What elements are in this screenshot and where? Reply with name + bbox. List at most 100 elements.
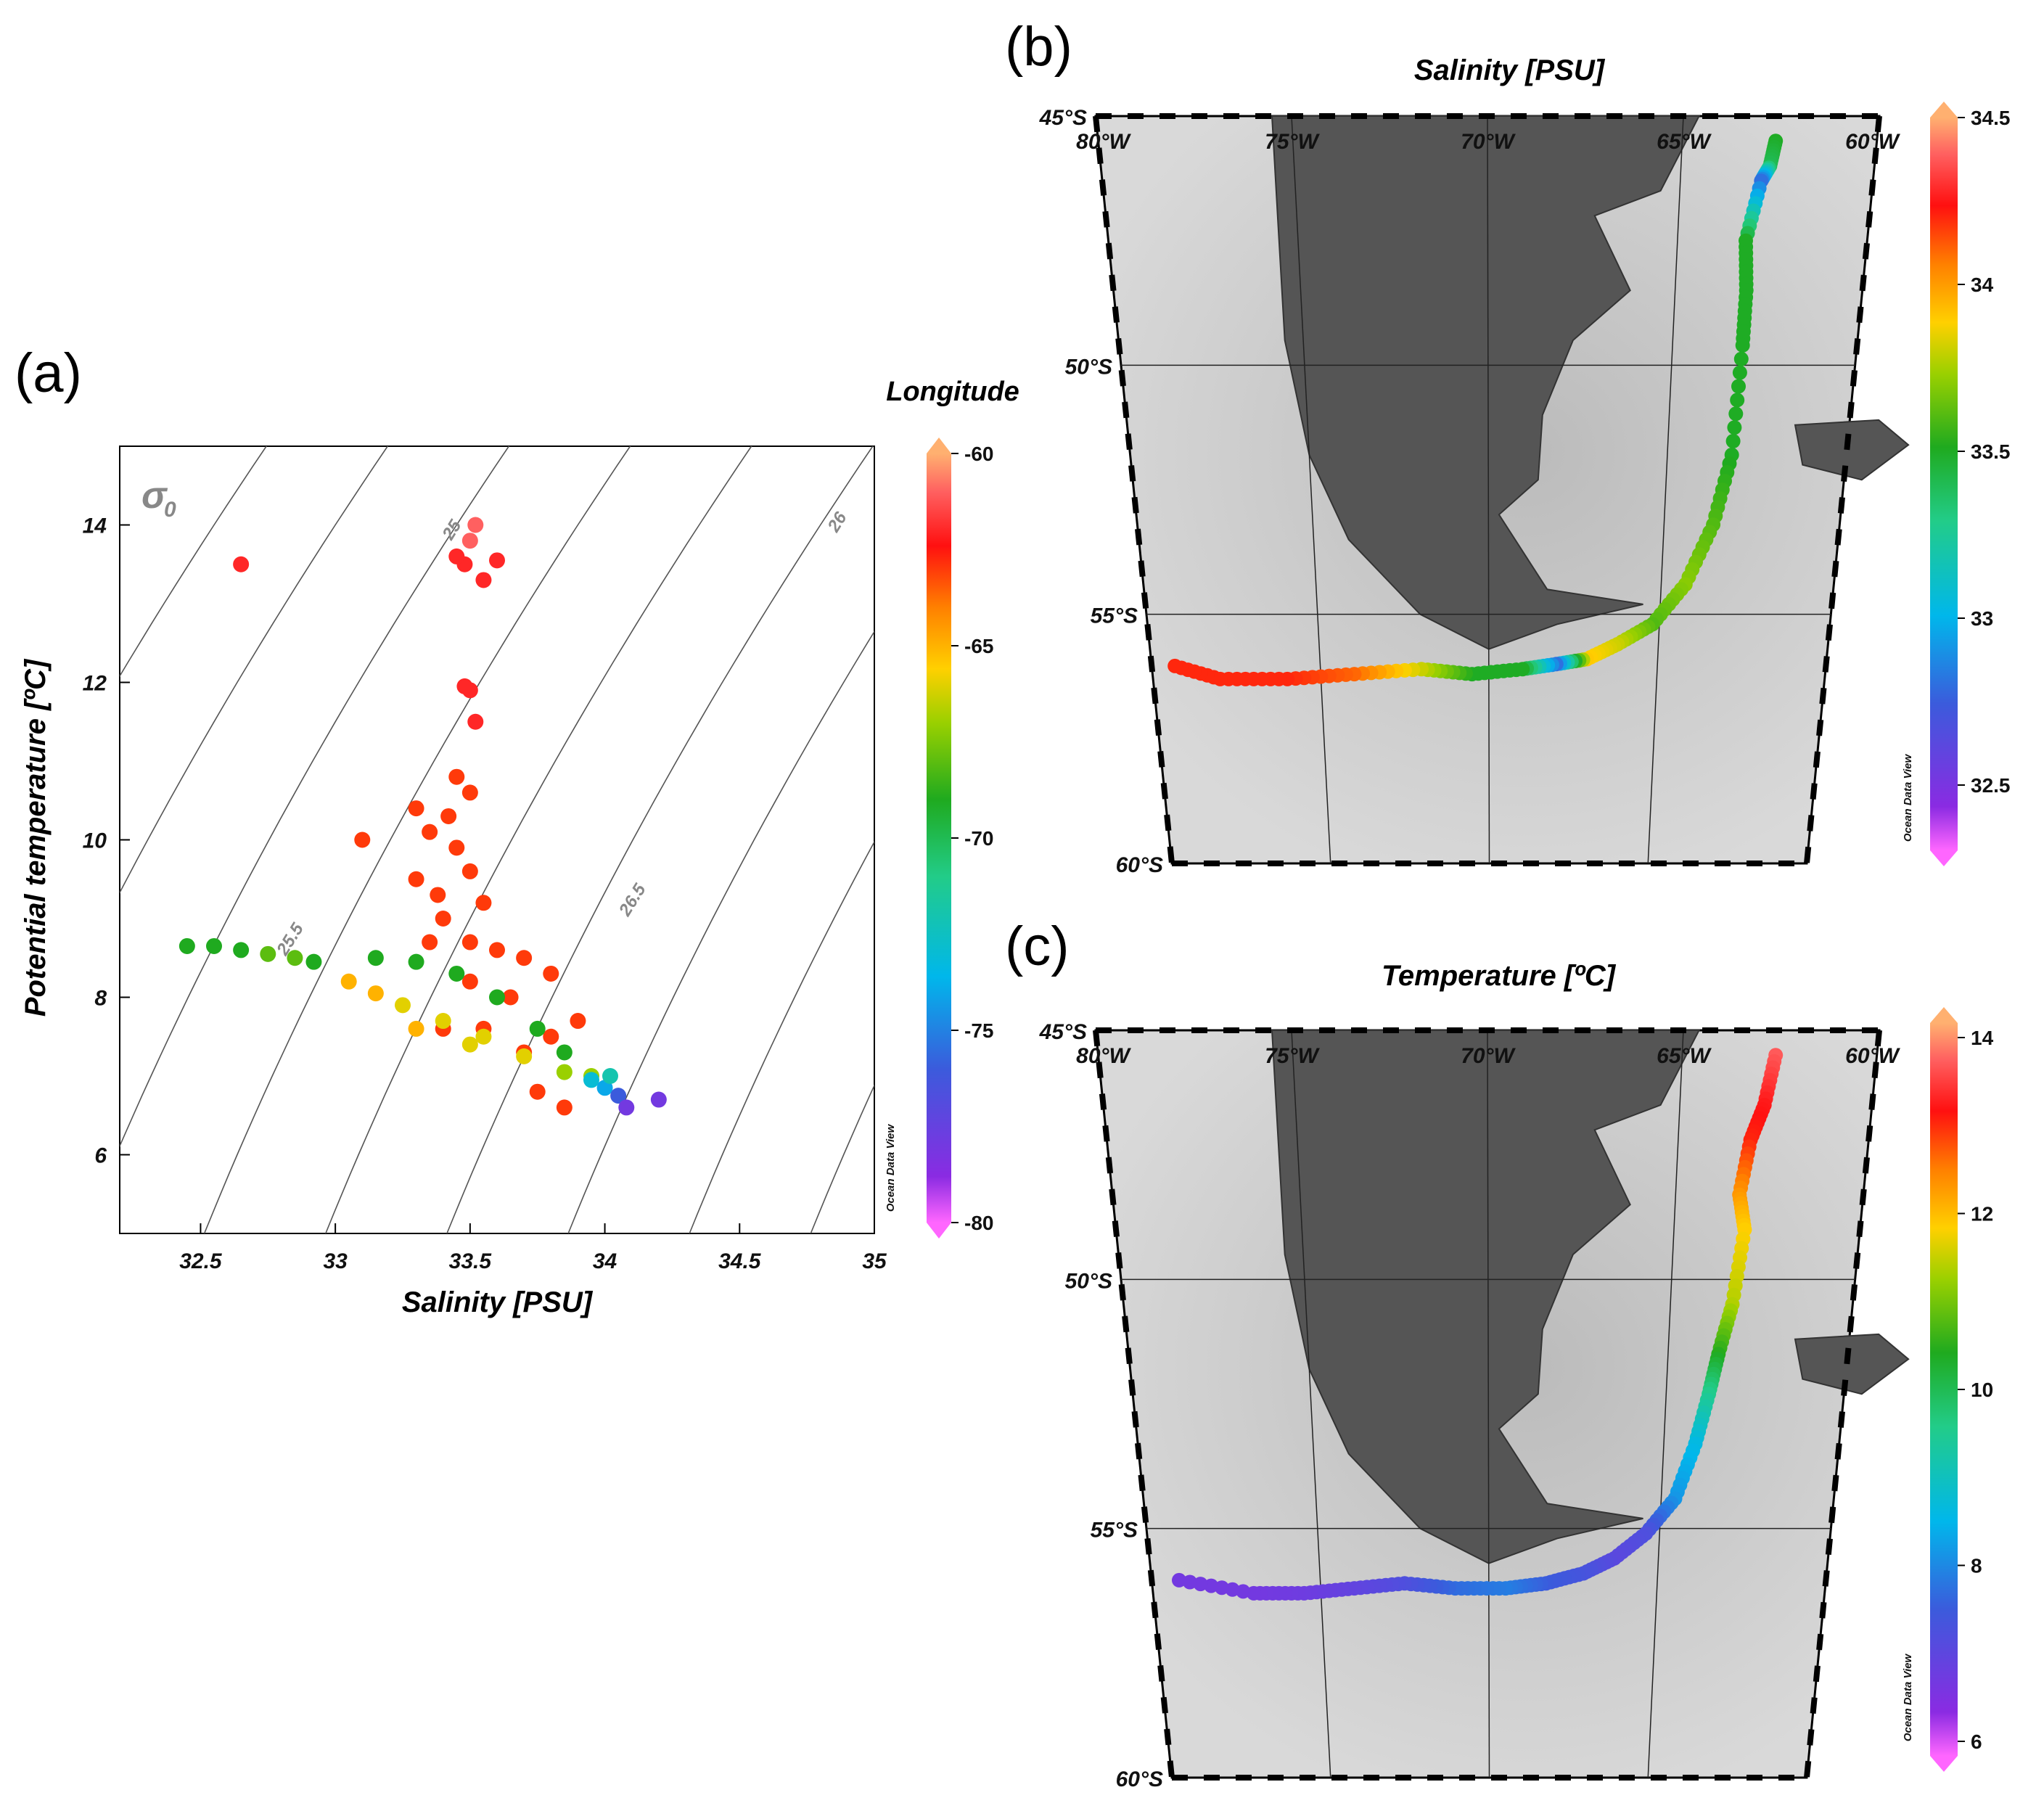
scatter-point [408, 953, 424, 970]
map-lat-label: 60°S [1116, 853, 1163, 877]
ts-x-axis-label: Salinity [PSU] [402, 1286, 594, 1318]
land-patagonia [1271, 115, 1701, 650]
salinity-colorbar-top-arrow [1930, 102, 1958, 118]
scatter-point [502, 989, 519, 1006]
scatter-point [543, 1028, 559, 1045]
track-point [1725, 434, 1741, 448]
isopycnal-lines [120, 446, 874, 1233]
isopycnal-line [446, 446, 874, 1233]
graticule-lon-line [1291, 1030, 1331, 1778]
map-lon-label: 60°W [1845, 1044, 1900, 1068]
map-lon-label: 70°W [1461, 1044, 1516, 1068]
scatter-point [610, 1088, 627, 1104]
longitude-colorbar-bottom-arrow [927, 1223, 951, 1239]
colorbar-tick-label: -80 [964, 1212, 993, 1234]
panel-label-a: (a) [15, 342, 82, 404]
colorbar-tick-label: -70 [964, 827, 993, 850]
colorbar-tick-label: -60 [964, 443, 993, 465]
colorbar-tick-label: -65 [964, 635, 993, 657]
isopycnal-line [810, 1084, 874, 1233]
sigma-label: σ [141, 475, 168, 517]
temperature-colorbar-top-arrow [1930, 1007, 1958, 1023]
map-lat-label: 45°S [1039, 1020, 1087, 1044]
map-lon-label: 65°W [1657, 130, 1712, 154]
map-lon-label: 70°W [1461, 130, 1516, 154]
ts-axis-ticks: 32.5 33 33.5 34 34.5 35 6 8 10 12 14 [83, 514, 887, 1274]
isopycnal-line [324, 446, 752, 1233]
map-lat-label: 45°S [1039, 106, 1087, 130]
map-lat-label: 50°S [1065, 1269, 1112, 1293]
longitude-colorbar-top-arrow [927, 438, 951, 453]
scatter-point [461, 973, 478, 990]
scatter-point [475, 895, 492, 911]
colorbar-tick-label: 10 [1971, 1379, 1993, 1401]
scatter-point [602, 1068, 618, 1084]
scatter-point [340, 973, 357, 990]
scatter-point [570, 1013, 586, 1030]
isopycnal-line [567, 630, 874, 1233]
scatter-point [650, 1091, 667, 1108]
colorbar-tick-label: 14 [1971, 1027, 1994, 1049]
scatter-point [260, 945, 276, 962]
scatter-point [467, 517, 484, 533]
x-tick-label: 34 [593, 1249, 617, 1273]
map-lon-label: 80°W [1076, 1044, 1131, 1068]
temperature-colorbar-ticks: 14 12 10 8 6 [1958, 1027, 1994, 1753]
track-point [1730, 393, 1745, 408]
colorbar-tick-label: 33 [1971, 607, 1993, 630]
temperature-colorbar-bottom-arrow [1930, 1756, 1958, 1772]
map-lon-label: 60°W [1845, 130, 1900, 154]
map-lon-label: 65°W [1657, 1044, 1712, 1068]
scatter-point [543, 965, 559, 982]
temperature-map: Temperature [ºC] 45°S 50°S 55°S 60°S 80°W 75°… [1039, 960, 1910, 1791]
track-point [1733, 351, 1749, 366]
salinity-map-title: Salinity [PSU] [1414, 54, 1606, 86]
map-lon-label: 75°W [1265, 1044, 1320, 1068]
scatter-point [422, 824, 438, 840]
panel-label-b: (b) [1005, 16, 1072, 78]
scatter-point [395, 997, 411, 1014]
map-lat-label: 55°S [1091, 1519, 1138, 1543]
track-point [1735, 337, 1750, 353]
scatter-point [461, 863, 478, 879]
salinity-colorbar-bar [1930, 118, 1958, 850]
track-point [1727, 420, 1742, 435]
scatter-point [489, 989, 505, 1006]
colorbar-tick-label: -75 [964, 1019, 993, 1042]
longitude-colorbar-title: Longitude [886, 377, 1019, 407]
salinity-colorbar-ticks: 34.5 34 33.5 33 32.5 [1958, 107, 2011, 797]
track-point [1172, 1572, 1186, 1588]
scatter-point [461, 784, 478, 801]
temperature-colorbar: 14 12 10 8 6 Ocean Data View [1902, 1007, 1994, 1772]
colorbar-tick-label: 34.5 [1971, 107, 2011, 129]
scatter-point [435, 911, 451, 927]
scatter-point [233, 942, 250, 958]
track-point [1728, 406, 1744, 422]
map-lat-label: 55°S [1091, 604, 1138, 628]
longitude-colorbar-ticks: -60 -65 -70 -75 -80 [951, 443, 993, 1234]
colorbar-tick-label: 32.5 [1971, 774, 2011, 797]
x-tick-label: 33 [323, 1249, 348, 1273]
scatter-point [556, 1044, 572, 1061]
scatter-point [448, 839, 465, 856]
graticule-lon-line [1291, 115, 1331, 864]
colorbar-tick-label: 6 [1971, 1730, 1982, 1753]
scatter-point [430, 887, 446, 903]
map-lon-label: 75°W [1265, 130, 1320, 154]
scatter-point [448, 548, 465, 564]
colorbar-tick-label: 33.5 [1971, 440, 2011, 463]
scatter-point [556, 1099, 572, 1116]
map-lat-label: 60°S [1116, 1767, 1163, 1791]
scatter-point [489, 942, 505, 958]
track-point [1182, 1574, 1197, 1590]
x-tick-label: 35 [862, 1249, 887, 1273]
track-point [1732, 365, 1747, 380]
x-tick-label: 32.5 [179, 1249, 223, 1273]
scatter-point [206, 937, 222, 954]
scatter-point [618, 1099, 635, 1116]
land-patagonia [1271, 1030, 1701, 1564]
scatter-point [178, 937, 195, 954]
scatter-point [435, 1013, 451, 1030]
longitude-colorbar-bar [927, 453, 951, 1223]
